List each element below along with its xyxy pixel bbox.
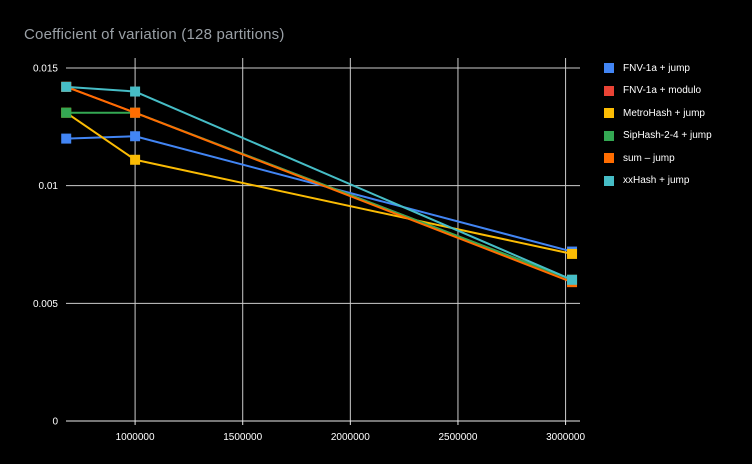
legend-item-label: MetroHash + jump [623, 107, 705, 119]
series-line[interactable] [65, 85, 574, 284]
data-point-marker[interactable] [61, 107, 72, 118]
legend-swatch-icon [604, 175, 614, 186]
data-point-marker[interactable] [61, 133, 72, 144]
legend-item-label: xxHash + jump [623, 175, 690, 186]
data-point-marker[interactable] [567, 248, 578, 259]
x-axis-tick-label: 2000000 [331, 432, 370, 443]
series-line[interactable] [65, 135, 574, 253]
legend-item[interactable]: FNV-1a + modulo [604, 85, 712, 96]
data-point-marker[interactable] [567, 274, 578, 285]
x-axis-tick-label: 1000000 [116, 432, 155, 443]
data-point-marker[interactable] [130, 86, 141, 97]
data-point-marker[interactable] [130, 154, 141, 165]
x-axis-tick-label: 2500000 [438, 432, 477, 443]
x-axis-tick-label: 1500000 [223, 432, 262, 443]
legend-swatch-icon [604, 108, 614, 118]
y-axis-tick-label: 0.005 [33, 299, 58, 310]
legend-item-label: FNV-1a + jump [623, 62, 690, 74]
chart-legend: FNV-1a + jump FNV-1a + modulo MetroHash + … [604, 63, 712, 186]
y-axis-tick-label: 0.015 [33, 64, 58, 75]
data-point-marker[interactable] [130, 107, 141, 118]
legend-swatch-icon [604, 153, 614, 163]
data-point-marker[interactable] [130, 131, 141, 142]
legend-item[interactable]: sum – jump [604, 152, 712, 164]
legend-item-label: sum – jump [623, 152, 675, 164]
legend-swatch-icon [604, 130, 614, 141]
legend-item-label: FNV-1a + modulo [623, 85, 702, 96]
legend-item-label: SipHash-2-4 + jump [623, 130, 712, 141]
y-axis-tick-label: 0.01 [39, 181, 59, 192]
x-axis-tick-label: 3000000 [546, 432, 585, 443]
data-point-marker[interactable] [61, 81, 72, 92]
chart-title: Coefficient of variation (128 partitions… [24, 26, 285, 43]
legend-item[interactable]: SipHash-2-4 + jump [604, 130, 712, 141]
legend-item[interactable]: FNV-1a + jump [604, 62, 712, 74]
legend-item[interactable]: MetroHash + jump [604, 107, 712, 119]
legend-swatch-icon [604, 63, 614, 73]
legend-swatch-icon [604, 85, 614, 96]
legend-item[interactable]: xxHash + jump [604, 175, 712, 186]
y-axis-tick-label: 0 [52, 417, 58, 428]
